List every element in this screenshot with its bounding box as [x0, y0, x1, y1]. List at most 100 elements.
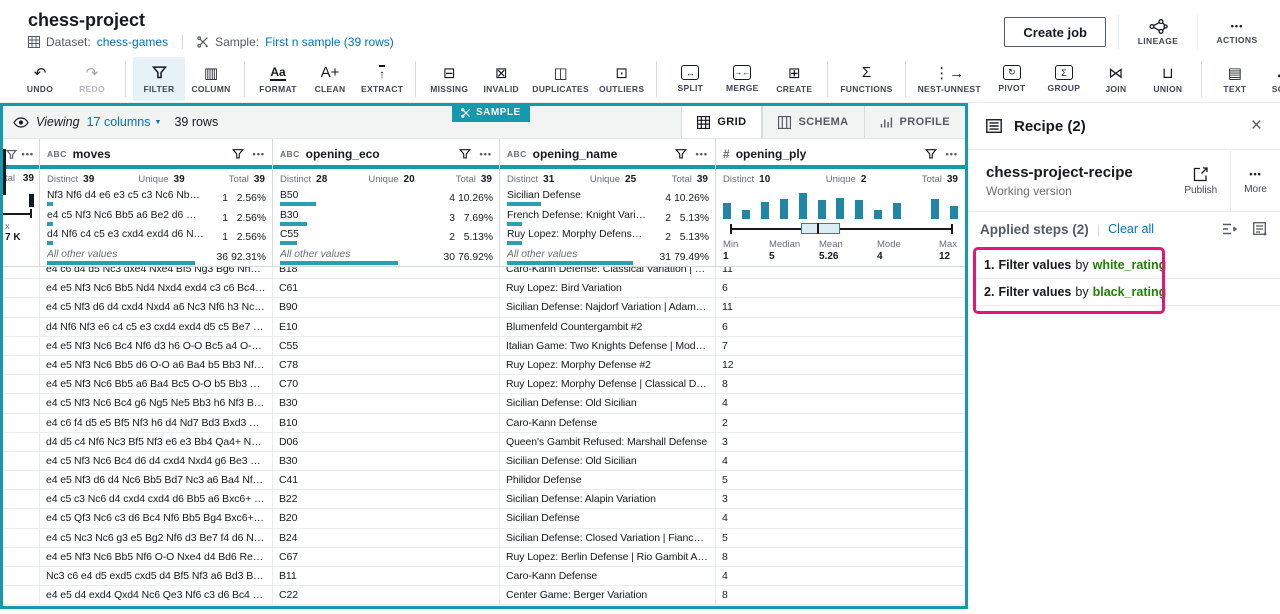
toolbar-button-union[interactable]: ⊔ UNION: [1142, 57, 1194, 101]
cell-opening-name[interactable]: Blumenfeld Countergambit #2: [500, 317, 716, 336]
cell-clipped[interactable]: [3, 586, 40, 605]
cell-opening-ply[interactable]: 3: [722, 435, 728, 448]
toolbar-button-nest-unnest[interactable]: ⋮→ NEST-UNNEST: [913, 57, 986, 101]
toolbar-button-column[interactable]: ▥ COLUMN: [185, 57, 237, 101]
cell-moves[interactable]: e4 c5 Nf3 Nc6 Bc4 d6 d4 cxd4 Nxd4 g6 Be3…: [40, 451, 273, 471]
cell-clipped[interactable]: [3, 336, 40, 355]
cell-opening-name[interactable]: Sicilian Defense: Closed Variation | Fia…: [500, 528, 716, 547]
cell-moves[interactable]: e4 c6 d4 d5 Nc3 dxe4 Nxe4 Bf5 Ng3 Bg6 Nh…: [40, 260, 273, 279]
histogram-bar[interactable]: [760, 202, 769, 219]
filter-icon[interactable]: [6, 149, 17, 160]
cell-opening-name[interactable]: Ruy Lopez: Morphy Defense #2: [500, 355, 716, 375]
cell-clipped[interactable]: [3, 451, 40, 471]
frequency-row[interactable]: B30 3 7.69%: [273, 209, 499, 229]
toolbar-button-outliers[interactable]: ⊡ OUTLIERS: [594, 57, 649, 101]
cell-opening-eco[interactable]: C78: [273, 355, 500, 375]
cell-opening-ply[interactable]: 6: [722, 320, 728, 333]
cell-moves[interactable]: e4 c5 Nf3 d6 d4 cxd4 Nxd4 a6 Nc3 Nf6 h3 …: [40, 298, 273, 317]
column-menu-icon[interactable]: •••: [945, 149, 958, 159]
table-row[interactable]: e4 c5 Nc3 Nc6 g3 e5 Bg2 Nf6 d3 Be7 f4 d6…: [3, 528, 965, 548]
cell-opening-name[interactable]: Caro-Kann Defense: [500, 567, 716, 586]
cell-moves[interactable]: e4 e5 Nf3 Nc6 Bb5 Nf6 O-O Nxe4 d4 Bd6 Re…: [40, 547, 273, 566]
frequency-row[interactable]: Ruy Lopez: Morphy Defense | Classical D.…: [500, 228, 715, 248]
cell-opening-name[interactable]: Italian Game: Two Knights Defense | Mode…: [500, 336, 716, 355]
frequency-row[interactable]: B50 4 10.26%: [273, 189, 499, 209]
column-menu-icon[interactable]: •••: [21, 149, 34, 159]
column-menu-icon[interactable]: •••: [252, 149, 265, 159]
column-menu-icon[interactable]: •••: [479, 149, 492, 159]
cell-opening-name[interactable]: Caro-Kann Defense: [500, 413, 716, 432]
filter-icon[interactable]: [458, 148, 471, 160]
cell-opening-ply[interactable]: 7: [722, 339, 728, 352]
toolbar-button-extract[interactable]: ↑ EXTRACT: [356, 57, 408, 101]
frequency-row-other[interactable]: All other values 31 79.49%: [500, 248, 715, 267]
cell-moves[interactable]: e4 c5 Nc3 Nc6 g3 e5 Bg2 Nf6 d3 Be7 f4 d6…: [40, 528, 273, 547]
toolbar-button-text[interactable]: ▤ TEXT: [1209, 57, 1261, 101]
table-row[interactable]: e4 e5 Nf3 Nc6 Bb5 Nf6 O-O Nxe4 d4 Bd6 Re…: [3, 547, 965, 567]
cell-opening-eco[interactable]: C61: [273, 279, 500, 298]
cell-opening-name[interactable]: Queen's Gambit Refused: Marshall Defense: [500, 432, 716, 451]
table-row[interactable]: e4 e5 Nf3 Nc6 Bb5 a6 Ba4 Bc5 O-O b5 Bb3 …: [3, 375, 965, 395]
frequency-row[interactable]: d4 Nf6 c4 c5 e3 cxd4 exd4 d6 Nf3 g6 Nc..…: [40, 228, 272, 248]
cell-clipped[interactable]: [3, 394, 40, 413]
cell-clipped[interactable]: [3, 298, 40, 317]
cell-moves[interactable]: e4 e5 Nf3 Nc6 Bc4 Nf6 d3 h6 O-O Bc5 a4 O…: [40, 336, 273, 355]
cell-opening-eco[interactable]: C55: [273, 336, 500, 355]
table-row[interactable]: e4 c6 f4 d5 e5 Bf5 Nf3 h6 d4 Nd7 Bd3 Bxd…: [3, 413, 965, 433]
publish-button[interactable]: Publish: [1171, 150, 1230, 211]
cell-moves[interactable]: e4 e5 Nf3 Nc6 Bb5 Nd4 Nxd4 exd4 c3 c6 Bc…: [40, 279, 273, 298]
cell-opening-eco[interactable]: B30: [273, 451, 500, 471]
cell-opening-ply[interactable]: 6: [722, 282, 728, 295]
toolbar-button-format[interactable]: Aa FORMAT: [252, 57, 304, 101]
table-row[interactable]: d4 Nf6 Nf3 e6 c4 c5 e3 cxd4 exd4 d5 c5 B…: [3, 317, 965, 337]
more-button[interactable]: ••• More: [1230, 150, 1280, 211]
histogram-bar[interactable]: [949, 206, 958, 219]
cell-clipped[interactable]: [3, 355, 40, 375]
filter-icon[interactable]: [674, 148, 687, 160]
cell-opening-name[interactable]: Sicilian Defense: Najdorf Variation | Ad…: [500, 298, 716, 317]
create-job-button[interactable]: Create job: [1004, 17, 1106, 47]
cell-moves[interactable]: e4 e5 Nf3 Nc6 Bb5 a6 Ba4 Bc5 O-O b5 Bb3 …: [40, 375, 273, 394]
table-row[interactable]: Nc3 c6 e4 d5 exd5 cxd5 d4 Bf5 Nf3 a6 Bd3…: [3, 567, 965, 587]
filter-icon[interactable]: [231, 148, 244, 160]
tab-profile[interactable]: PROFILE: [863, 106, 965, 138]
histogram-bar[interactable]: [798, 193, 807, 219]
cell-clipped[interactable]: [3, 528, 40, 547]
cell-opening-eco[interactable]: B90: [273, 298, 500, 317]
cell-clipped[interactable]: [3, 490, 40, 509]
cell-moves[interactable]: e4 e5 d4 exd4 Qxd4 Nc6 Qe3 Nf6 c3 d6 Bc4…: [40, 586, 273, 605]
cell-opening-eco[interactable]: C22: [273, 586, 500, 605]
cell-clipped[interactable]: [3, 471, 40, 490]
clear-all-link[interactable]: Clear all: [1108, 222, 1155, 236]
frequency-row-other[interactable]: All other values 30 76.92%: [273, 248, 499, 267]
cell-clipped[interactable]: [3, 317, 40, 336]
cell-opening-eco[interactable]: B11: [273, 567, 500, 586]
table-row[interactable]: e4 c5 Nf3 Nc6 Bc4 g6 Ng5 Ne5 Bb3 h6 Nf3 …: [3, 394, 965, 414]
lineage-button[interactable]: LINEAGE: [1131, 18, 1185, 46]
cell-clipped[interactable]: [3, 547, 40, 566]
histogram-bar[interactable]: [893, 203, 902, 219]
cell-moves[interactable]: e4 e5 Nf3 Nc6 Bb5 d6 O-O a6 Ba4 b5 Bb3 N…: [40, 355, 273, 375]
frequency-row[interactable]: French Defense: Knight Variation 2 5.13%: [500, 209, 715, 229]
cell-opening-ply[interactable]: 4: [722, 397, 728, 410]
toolbar-button-filter[interactable]: FILTER: [133, 57, 185, 101]
add-note-icon[interactable]: [1253, 222, 1268, 236]
cell-opening-ply[interactable]: 8: [722, 589, 728, 602]
histogram-bar[interactable]: [817, 200, 826, 219]
cell-opening-eco[interactable]: E10: [273, 317, 500, 336]
cell-opening-ply[interactable]: 5: [722, 531, 728, 544]
histogram-bar[interactable]: [723, 203, 731, 219]
frequency-row[interactable]: Sicilian Defense 4 10.26%: [500, 189, 715, 209]
cell-opening-eco[interactable]: B24: [273, 528, 500, 547]
cell-clipped[interactable]: [3, 375, 40, 394]
cell-opening-name[interactable]: Sicilian Defense: Old Sicilian: [500, 451, 716, 471]
cell-opening-ply[interactable]: 2: [722, 416, 728, 429]
toolbar-button-group[interactable]: Σ GROUP: [1038, 57, 1090, 101]
filter-icon[interactable]: [924, 148, 937, 160]
cell-opening-name[interactable]: Sicilian Defense: [500, 509, 716, 528]
dataset-link[interactable]: chess-games: [96, 35, 169, 49]
histogram-bar[interactable]: [779, 199, 788, 219]
table-row[interactable]: e4 e5 d4 exd4 Qxd4 Nc6 Qe3 Nf6 c3 d6 Bc4…: [3, 586, 965, 606]
cell-clipped[interactable]: [3, 279, 40, 298]
cell-opening-name[interactable]: Ruy Lopez: Berlin Defense | Rio Gambit A…: [500, 547, 716, 566]
